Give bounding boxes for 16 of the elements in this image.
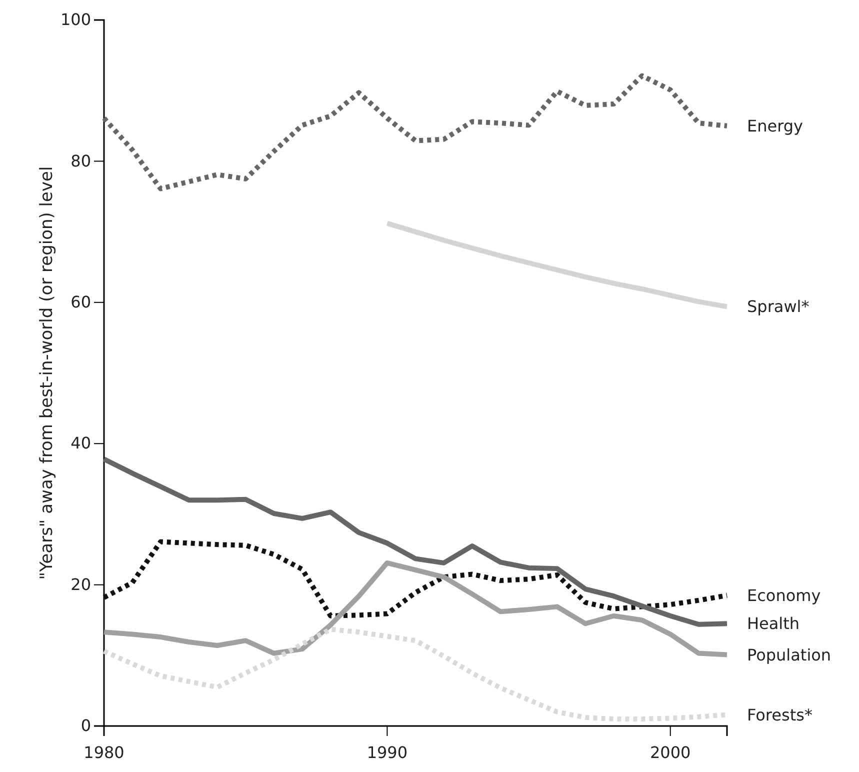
x-tick-label: 2000 [650,743,691,762]
series-label: Population [747,645,832,664]
series-label: Sprawl* [747,297,810,316]
y-axis-title: "Years" away from best-in-world (or region) level [37,166,57,580]
y-tick-label: 100 [60,10,91,30]
series-label: Health [747,614,800,634]
x-tick-label: 1990 [366,743,408,762]
series-label: Forests* [747,705,812,724]
y-tick-label: 0 [80,716,91,736]
series-label: Economy [747,586,821,605]
x-tick-label: 1980 [84,743,124,762]
y-tick-label: 20 [70,574,91,594]
series-label: Energy [747,116,804,136]
y-tick-label: 40 [70,434,91,453]
y-tick-label: 80 [70,151,91,170]
y-tick-label: 60 [70,292,91,312]
